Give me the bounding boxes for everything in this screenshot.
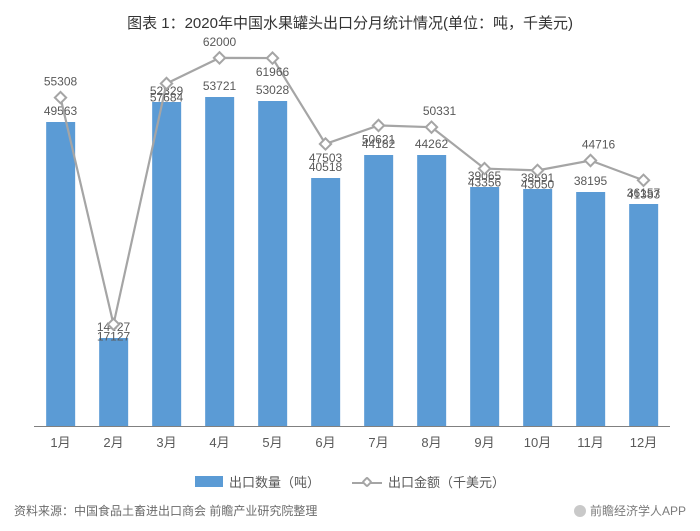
line-marker [161, 78, 172, 89]
x-axis-label: 8月 [421, 432, 441, 451]
line-marker [532, 165, 543, 176]
watermark: 前瞻经济学人APP [574, 502, 686, 519]
x-axis-label: 9月 [474, 432, 494, 451]
legend-bar-label: 出口数量（吨） [229, 472, 320, 491]
line-marker [320, 138, 331, 149]
line-value-label: 62000 [203, 35, 237, 49]
legend-bar-swatch [195, 476, 223, 487]
legend-line-label: 出口金额（千美元） [388, 472, 505, 491]
line-value-label: 50621 [362, 132, 396, 146]
line-marker [373, 120, 384, 131]
x-axis-label: 12月 [630, 432, 657, 451]
line-marker [214, 52, 225, 63]
line-value-label: 43356 [468, 176, 502, 190]
line-marker [55, 92, 66, 103]
line-value-label: 55308 [44, 75, 78, 89]
line-layer: 5530817127576846200061966475035062150331… [34, 46, 670, 426]
legend: 出口数量（吨） 出口金额（千美元） [0, 472, 700, 491]
x-axis-label: 11月 [577, 432, 604, 451]
line-value-label: 44716 [582, 137, 616, 151]
watermark-icon [574, 505, 586, 517]
line-marker [267, 52, 278, 63]
legend-bar: 出口数量（吨） [195, 472, 320, 491]
line-value-label: 50331 [423, 104, 457, 118]
line-marker [638, 175, 649, 186]
line-marker [585, 155, 596, 166]
watermark-text: 前瞻经济学人APP [590, 502, 686, 519]
line-value-label: 41383 [627, 187, 661, 201]
chart-title: 图表 1：2020年中国水果罐头出口分月统计情况(单位：吨，千美元) [0, 0, 700, 33]
line-marker [108, 319, 119, 330]
chart-area: 495631月144272月528293月537214月530285月40518… [32, 46, 672, 451]
legend-line-swatch [352, 476, 382, 488]
x-axis-label: 3月 [156, 432, 176, 451]
plot-area: 495631月144272月528293月537214月530285月40518… [34, 46, 670, 427]
x-axis-label: 4月 [209, 432, 229, 451]
line-value-label: 43050 [521, 177, 555, 191]
x-axis-label: 7月 [368, 432, 388, 451]
legend-line: 出口金额（千美元） [352, 472, 505, 491]
line-value-label: 17127 [97, 329, 131, 343]
line-value-label: 47503 [309, 151, 343, 165]
x-axis-label: 6月 [315, 432, 335, 451]
line-series [61, 58, 644, 324]
line-value-label: 61966 [256, 65, 290, 79]
x-axis-label: 1月 [50, 432, 70, 451]
x-axis-label: 10月 [524, 432, 551, 451]
line-value-label: 57684 [150, 91, 184, 105]
x-axis-label: 5月 [262, 432, 282, 451]
x-axis-label: 2月 [103, 432, 123, 451]
source-text: 资料来源：中国食品土畜进出口商会 前瞻产业研究院整理 [14, 502, 317, 519]
